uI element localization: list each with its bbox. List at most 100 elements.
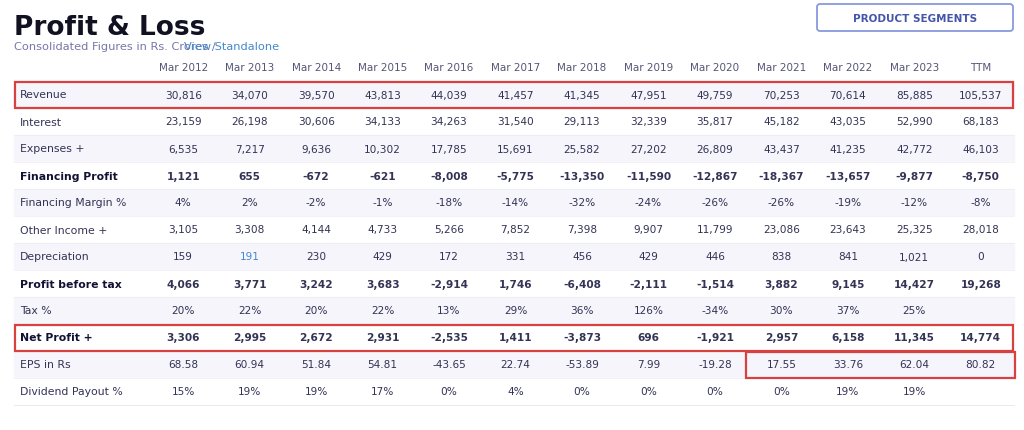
Text: Financing Margin %: Financing Margin % bbox=[20, 198, 126, 208]
Text: 5,266: 5,266 bbox=[434, 225, 464, 235]
Text: Consolidated Figures in Rs. Crores /: Consolidated Figures in Rs. Crores / bbox=[14, 42, 219, 52]
Bar bbox=[14, 270, 1014, 297]
Text: 841: 841 bbox=[838, 252, 858, 262]
Text: Mar 2022: Mar 2022 bbox=[823, 63, 872, 73]
Text: 696: 696 bbox=[638, 333, 659, 343]
Text: -1%: -1% bbox=[373, 198, 393, 208]
Text: 23,086: 23,086 bbox=[763, 225, 800, 235]
Text: 19%: 19% bbox=[837, 387, 859, 396]
Text: 3,105: 3,105 bbox=[168, 225, 199, 235]
Text: 46,103: 46,103 bbox=[963, 144, 999, 154]
Text: 4,144: 4,144 bbox=[301, 225, 331, 235]
Text: 429: 429 bbox=[373, 252, 392, 262]
Text: 1,746: 1,746 bbox=[499, 279, 532, 289]
Text: 47,951: 47,951 bbox=[630, 90, 667, 100]
Text: 10,302: 10,302 bbox=[365, 144, 401, 154]
Text: Mar 2020: Mar 2020 bbox=[690, 63, 739, 73]
Text: 3,683: 3,683 bbox=[366, 279, 399, 289]
Text: 159: 159 bbox=[173, 252, 194, 262]
Text: -34%: -34% bbox=[701, 306, 728, 316]
Text: Mar 2018: Mar 2018 bbox=[557, 63, 606, 73]
Text: 23,159: 23,159 bbox=[165, 117, 202, 127]
Bar bbox=[14, 324, 1014, 351]
Text: -32%: -32% bbox=[568, 198, 596, 208]
Bar bbox=[14, 297, 1014, 324]
Bar bbox=[14, 136, 1014, 163]
Text: 41,235: 41,235 bbox=[829, 144, 866, 154]
Text: 15,691: 15,691 bbox=[498, 144, 534, 154]
Text: Financing Profit: Financing Profit bbox=[20, 171, 118, 181]
Text: Profit & Loss: Profit & Loss bbox=[14, 15, 206, 41]
Text: Mar 2017: Mar 2017 bbox=[490, 63, 541, 73]
Text: 19%: 19% bbox=[238, 387, 261, 396]
Text: Interest: Interest bbox=[20, 117, 62, 127]
Text: 36%: 36% bbox=[570, 306, 594, 316]
Text: -14%: -14% bbox=[502, 198, 529, 208]
Text: 3,242: 3,242 bbox=[299, 279, 333, 289]
Text: 33.76: 33.76 bbox=[833, 359, 863, 370]
Text: 49,759: 49,759 bbox=[696, 90, 733, 100]
Bar bbox=[14, 351, 1014, 378]
Text: -19%: -19% bbox=[835, 198, 861, 208]
Text: 13%: 13% bbox=[437, 306, 461, 316]
Text: -5,775: -5,775 bbox=[497, 171, 535, 181]
Text: 23,643: 23,643 bbox=[829, 225, 866, 235]
Text: TTM: TTM bbox=[970, 63, 991, 73]
Text: Mar 2013: Mar 2013 bbox=[225, 63, 274, 73]
Text: View Standalone: View Standalone bbox=[184, 42, 280, 52]
Bar bbox=[14, 378, 1014, 405]
Text: 14,774: 14,774 bbox=[961, 333, 1001, 343]
Text: 4,066: 4,066 bbox=[167, 279, 200, 289]
Text: 41,345: 41,345 bbox=[563, 90, 600, 100]
Text: 14,427: 14,427 bbox=[894, 279, 935, 289]
Text: 51.84: 51.84 bbox=[301, 359, 331, 370]
Text: 0%: 0% bbox=[640, 387, 657, 396]
Text: -8%: -8% bbox=[971, 198, 991, 208]
Text: 19%: 19% bbox=[902, 387, 926, 396]
Text: 43,437: 43,437 bbox=[763, 144, 800, 154]
Text: Mar 2015: Mar 2015 bbox=[358, 63, 408, 73]
Text: 17%: 17% bbox=[371, 387, 394, 396]
Text: 32,339: 32,339 bbox=[630, 117, 667, 127]
Text: 1,121: 1,121 bbox=[167, 171, 200, 181]
Text: 20%: 20% bbox=[171, 306, 195, 316]
Text: 4%: 4% bbox=[507, 387, 524, 396]
Text: Net Profit +: Net Profit + bbox=[20, 333, 92, 343]
Text: 17,785: 17,785 bbox=[431, 144, 467, 154]
Text: 52,990: 52,990 bbox=[896, 117, 933, 127]
Text: -18,367: -18,367 bbox=[759, 171, 804, 181]
Text: 2%: 2% bbox=[242, 198, 258, 208]
Text: Mar 2023: Mar 2023 bbox=[890, 63, 939, 73]
Text: 0: 0 bbox=[977, 252, 984, 262]
Text: 105,537: 105,537 bbox=[959, 90, 1002, 100]
Text: Mar 2019: Mar 2019 bbox=[624, 63, 673, 73]
Text: -3,873: -3,873 bbox=[563, 333, 601, 343]
Text: 35,817: 35,817 bbox=[696, 117, 733, 127]
Text: -2%: -2% bbox=[306, 198, 327, 208]
Text: 85,885: 85,885 bbox=[896, 90, 933, 100]
Bar bbox=[14, 109, 1014, 136]
Text: 25%: 25% bbox=[902, 306, 926, 316]
Text: 3,308: 3,308 bbox=[234, 225, 265, 235]
Bar bbox=[14, 190, 1014, 216]
Text: 31,540: 31,540 bbox=[498, 117, 534, 127]
Text: 22%: 22% bbox=[371, 306, 394, 316]
Text: Mar 2012: Mar 2012 bbox=[159, 63, 208, 73]
Text: 3,771: 3,771 bbox=[232, 279, 266, 289]
Text: -6,408: -6,408 bbox=[563, 279, 601, 289]
Bar bbox=[14, 216, 1014, 243]
Text: 6,535: 6,535 bbox=[168, 144, 199, 154]
Text: -26%: -26% bbox=[768, 198, 795, 208]
Text: 4,733: 4,733 bbox=[368, 225, 397, 235]
Text: -8,008: -8,008 bbox=[430, 171, 468, 181]
Text: 45,182: 45,182 bbox=[763, 117, 800, 127]
Text: 126%: 126% bbox=[634, 306, 664, 316]
Text: 70,253: 70,253 bbox=[763, 90, 800, 100]
Text: -26%: -26% bbox=[701, 198, 728, 208]
Text: 429: 429 bbox=[639, 252, 658, 262]
Text: 2,672: 2,672 bbox=[299, 333, 333, 343]
Text: Other Income +: Other Income + bbox=[20, 225, 108, 235]
Text: 446: 446 bbox=[705, 252, 725, 262]
Text: 37%: 37% bbox=[837, 306, 859, 316]
Text: Mar 2014: Mar 2014 bbox=[292, 63, 341, 73]
